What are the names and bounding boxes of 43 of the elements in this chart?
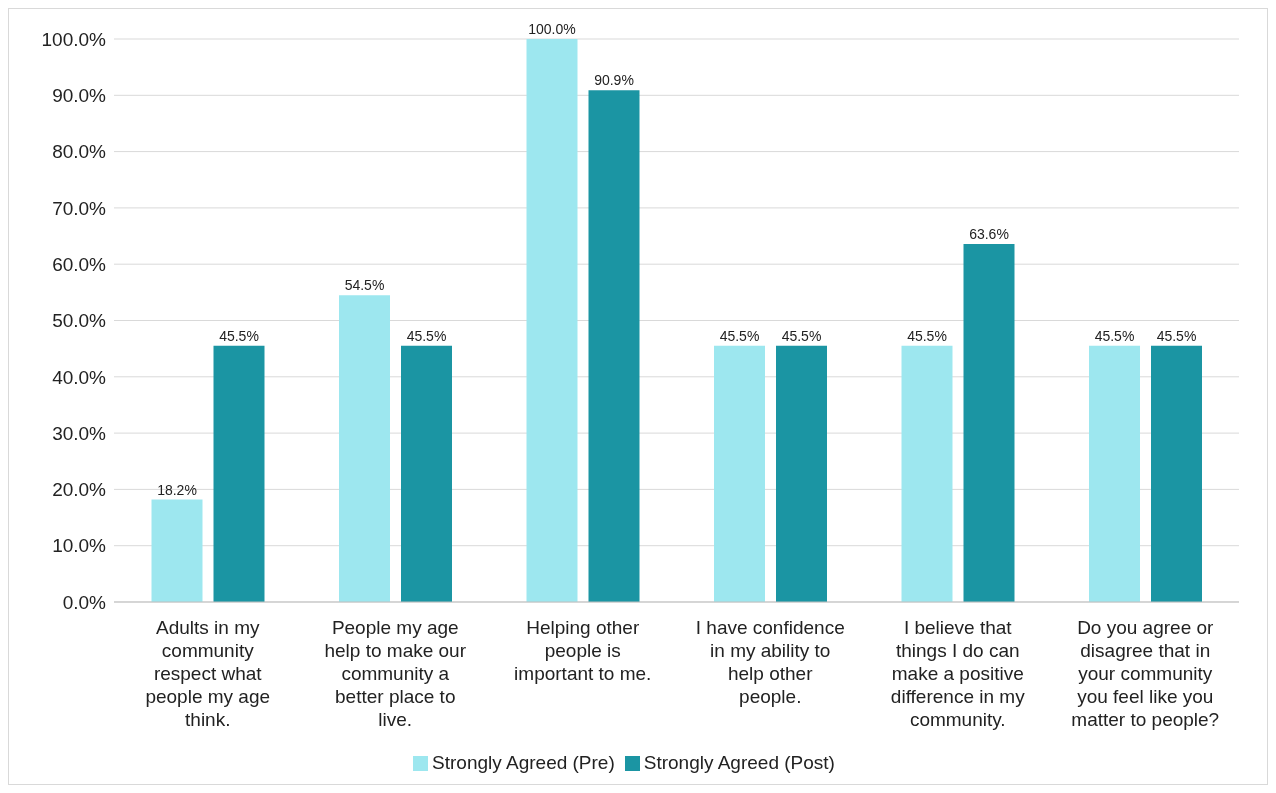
y-tick-label: 100.0% (41, 28, 107, 50)
data-label: 63.6% (969, 225, 1009, 242)
bar (339, 295, 390, 602)
y-tick-label: 0.0% (62, 591, 107, 613)
y-tick-label: 90.0% (52, 85, 107, 107)
data-label: 45.5% (781, 327, 822, 344)
data-label: 45.5% (406, 327, 447, 344)
y-tick-label: 20.0% (52, 479, 107, 501)
bar (1089, 345, 1140, 602)
data-label: 45.5% (219, 327, 259, 344)
legend-label: Strongly Agreed (Pre) (432, 752, 615, 773)
data-label: 45.5% (1094, 327, 1135, 344)
legend-label: Strongly Agreed (Post) (643, 752, 835, 773)
y-tick-label: 60.0% (52, 253, 107, 275)
y-tick-label: 40.0% (52, 366, 107, 388)
x-tick-label: Do you agree or disagree that in your community you feel like you matter to people? (1071, 617, 1220, 730)
bar (526, 39, 578, 602)
x-tick-label: Helping other people is important to me. (514, 617, 652, 684)
x-tick-label: I believe that things I do can make a positive difference in my community. (890, 617, 1026, 730)
bar (901, 345, 953, 602)
x-tick-label: Adults in my community respect what people my age think. (145, 617, 271, 730)
data-label: 45.5% (907, 327, 947, 344)
data-label: 100.0% (528, 21, 576, 37)
y-tick-label: 30.0% (52, 422, 107, 444)
y-tick-label: 10.0% (52, 535, 107, 557)
bar (1151, 345, 1202, 602)
bar (963, 243, 1015, 602)
data-label: 54.5% (344, 277, 385, 294)
bar (151, 499, 203, 602)
data-label: 18.2% (157, 481, 197, 498)
y-tick-label: 50.0% (52, 310, 107, 332)
bar (213, 345, 265, 602)
data-label: 90.9% (594, 72, 634, 89)
x-tick-label: People my age help to make our community a better place to live. (324, 617, 467, 730)
y-tick-label: 70.0% (52, 197, 107, 219)
bar (714, 345, 765, 602)
bar (776, 345, 827, 602)
bar (588, 90, 640, 602)
data-label: 45.5% (719, 327, 760, 344)
x-tick-label: I have confidence in my ability to help other people. (695, 617, 845, 707)
y-tick-label: 80.0% (52, 141, 107, 163)
bar (401, 345, 452, 602)
data-label: 45.5% (1156, 327, 1197, 344)
